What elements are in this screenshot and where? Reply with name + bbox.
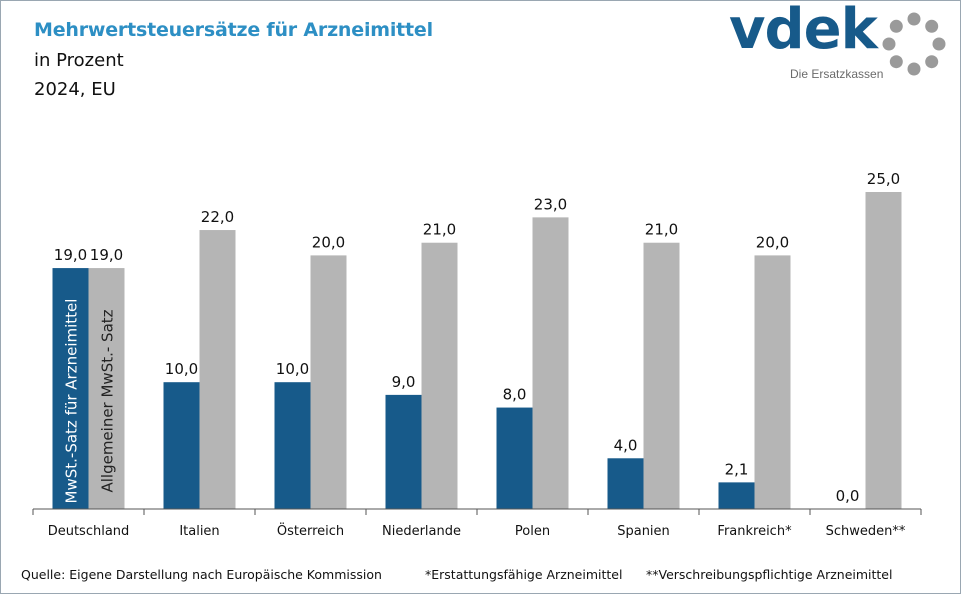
category-label: Österreich	[277, 522, 344, 539]
data-label: 22,0	[201, 208, 234, 226]
series-name-label: Allgemeiner MwSt.- Satz	[99, 309, 117, 492]
category-label: Italien	[179, 524, 219, 539]
bar-drug-vat	[274, 382, 311, 509]
source-note: Quelle: Eigene Darstellung nach Europäis…	[21, 567, 382, 582]
data-label: 4,0	[614, 436, 638, 454]
bar-general-vat	[421, 242, 458, 509]
bar-general-vat	[754, 255, 791, 509]
category-label: Polen	[515, 524, 550, 539]
logo-ring-icon	[882, 12, 946, 76]
category-label: Spanien	[617, 524, 670, 539]
bar-drug-vat	[163, 382, 200, 509]
data-label: 20,0	[756, 233, 789, 251]
bar-drug-vat	[385, 394, 422, 509]
footnote-prescription: **Verschreibungspflichtige Arzneimittel	[646, 567, 893, 582]
bar-general-vat	[199, 230, 236, 510]
data-label: 20,0	[312, 233, 345, 251]
bar-general-vat	[643, 242, 680, 509]
data-label: 21,0	[645, 221, 678, 239]
chart-title: Mehrwertsteuersätze für Arzneimittel	[34, 19, 433, 41]
category-label: Schweden**	[826, 524, 906, 539]
bar-general-vat	[88, 268, 125, 509]
category-label: Niederlande	[382, 524, 461, 539]
data-label: 10,0	[276, 360, 309, 378]
category-label: Deutschland	[48, 524, 130, 539]
data-label: 8,0	[503, 386, 527, 404]
footnote-reimbursable: *Erstattungsfähige Arzneimittel	[425, 567, 623, 582]
bar-drug-vat	[718, 482, 755, 509]
bar-drug-vat	[496, 407, 533, 509]
data-label: 2,1	[725, 460, 749, 478]
data-label: 23,0	[534, 195, 567, 213]
bar-general-vat	[532, 217, 569, 510]
vdek-logo: vdek Die Ersatzkassen	[729, 0, 954, 89]
data-label: 0,0	[836, 487, 860, 505]
bar-drug-vat	[607, 458, 644, 509]
data-label: 10,0	[165, 360, 198, 378]
bar-general-vat	[310, 255, 347, 509]
bar-general-vat	[865, 192, 902, 509]
data-label: 19,0	[90, 246, 123, 264]
bar-drug-vat	[52, 268, 89, 509]
data-label: 21,0	[423, 221, 456, 239]
data-label: 9,0	[392, 373, 416, 391]
chart-scope: 2024, EU	[34, 79, 116, 100]
logo-wordmark: vdek	[729, 0, 878, 62]
chart-subtitle: in Prozent	[34, 50, 124, 71]
data-label: 25,0	[867, 170, 900, 188]
logo-tagline: Die Ersatzkassen	[790, 67, 884, 81]
data-label: 19,0	[54, 246, 87, 264]
category-label: Frankreich*	[717, 524, 792, 539]
series-name-label: MwSt.-Satz für Arzneimittel	[63, 299, 81, 504]
